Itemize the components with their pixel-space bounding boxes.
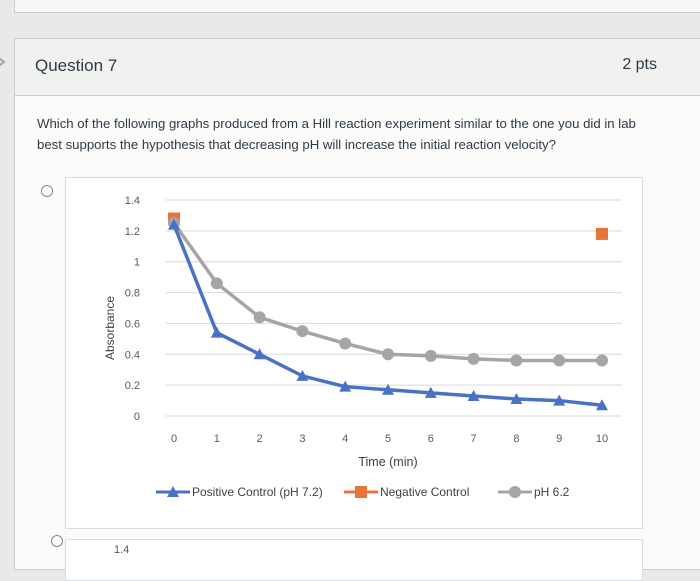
legend-marker (167, 486, 179, 497)
legend-label: pH 6.2 (534, 485, 570, 499)
data-point (296, 325, 309, 338)
y-tick-label: 1.4 (125, 195, 140, 207)
y-tick-label: 0.6 (125, 318, 140, 330)
data-point (296, 369, 309, 381)
data-point (510, 354, 523, 367)
answer-radio-1[interactable] (41, 185, 53, 197)
x-axis-title: Time (min) (358, 455, 417, 469)
data-point (168, 218, 180, 230)
x-tick-label: 5 (385, 433, 391, 445)
y-tick-label: 1 (134, 257, 140, 269)
series-line (172, 222, 602, 363)
question-card: Question 7 2 pts Which of the following … (14, 38, 700, 581)
data-point (339, 380, 352, 392)
answer-radio-2[interactable] (51, 535, 63, 547)
x-tick-label: 3 (299, 433, 305, 445)
answer-option-1-graph[interactable]: 0 0.2 0.4 0.6 0.8 1 1.2 1.4 0 1 2 3 4 5 6 7 8 9 10 Time (mi… (65, 177, 643, 529)
y-tick-label: 0.2 (125, 380, 140, 392)
question-title: Question 7 (35, 56, 118, 75)
y-tick-label: 0.8 (125, 288, 140, 300)
x-tick-label: 9 (556, 433, 562, 445)
y-tick-label: 0 (134, 411, 140, 423)
answer-option-2-graph[interactable]: 1.4 (65, 539, 643, 581)
x-tick-label: 1 (214, 433, 220, 445)
question-header: Question 7 2 pts (15, 39, 700, 96)
x-tick-label: 0 (171, 433, 177, 445)
x-tick-label: 7 (471, 433, 477, 445)
collapse-arrow-icon[interactable] (0, 54, 8, 70)
data-point (382, 348, 394, 361)
legend-marker (355, 486, 367, 498)
question-points: 2 pts (622, 56, 657, 73)
data-point (210, 277, 223, 290)
data-point (596, 227, 608, 240)
x-tick-label: 8 (513, 433, 519, 445)
data-point (210, 326, 223, 338)
data-point (467, 352, 480, 365)
data-point (339, 337, 352, 350)
y-tick-label: 1.2 (125, 226, 140, 238)
y-axis-title: Absorbance (103, 296, 117, 360)
data-point (424, 349, 437, 362)
data-point (553, 354, 566, 367)
answer-2-ytick: 1.4 (114, 544, 130, 556)
x-tick-label: 10 (596, 433, 608, 445)
legend-marker (509, 486, 521, 498)
chart: 0 0.2 0.4 0.6 0.8 1 1.2 1.4 0 1 2 3 4 5 6 7 8 9 10 Time (mi… (103, 195, 622, 499)
question-text: Which of the following graphs produced f… (37, 116, 636, 152)
data-point (596, 399, 608, 411)
data-point (382, 383, 394, 395)
x-tick-label: 4 (342, 433, 348, 445)
y-tick-label: 0.4 (125, 349, 140, 361)
data-point (510, 393, 523, 405)
previous-question-card (14, 0, 700, 13)
legend-label: Negative Control (380, 485, 469, 499)
data-point (424, 386, 437, 398)
data-point (253, 311, 266, 324)
x-tick-label: 6 (428, 433, 434, 445)
legend-label: Positive Control (pH 7.2) (192, 485, 323, 499)
data-point (553, 394, 566, 406)
data-point (596, 354, 608, 367)
data-point (253, 348, 266, 360)
data-point (467, 389, 480, 401)
series-line (172, 224, 603, 407)
x-tick-label: 2 (257, 433, 263, 445)
